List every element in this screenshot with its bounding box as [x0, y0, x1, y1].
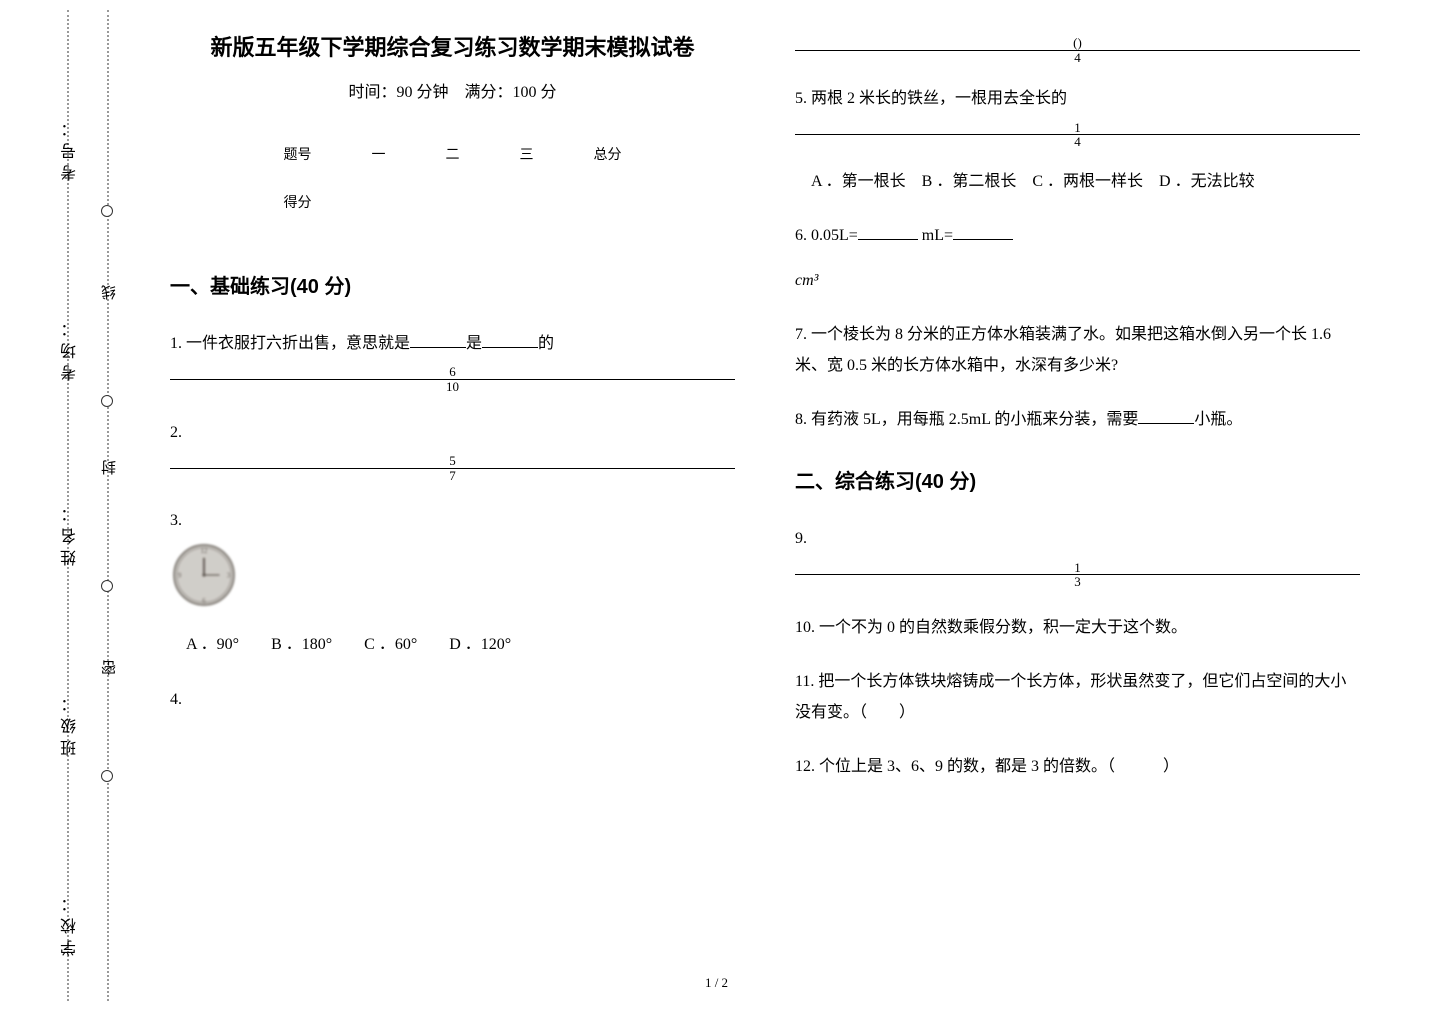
blank: [410, 332, 466, 348]
q8-pre: 8. 有药液 5L，用每瓶 2.5mL 的小瓶来分装，需要: [795, 411, 1138, 428]
content-columns: 新版五年级下学期综合复习练习数学期末模拟试卷 时间：90 分钟 满分：100 分…: [170, 30, 1360, 807]
blank: [482, 332, 538, 348]
table-row: 得分: [254, 178, 652, 226]
q1-text-mid: 是: [466, 335, 482, 352]
question-11: 11. 把一个长方体铁块熔铸成一个长方体，形状虽然变了，但它们占空间的大小没有变…: [795, 667, 1360, 728]
fraction-num: 6: [170, 365, 735, 380]
q2-label: 2.: [170, 424, 182, 441]
q6-unit: cm³: [795, 266, 1360, 296]
fraction-den: 3: [795, 575, 1360, 589]
question-9: 9. 1 3: [795, 524, 1360, 589]
score-table: 题号 一 二 三 总分 得分: [254, 130, 652, 226]
clock-figure: 12 3 6 9: [170, 541, 735, 620]
table-row: 题号 一 二 三 总分: [254, 130, 652, 178]
q5-options: A ．第一根长 B ．第二根长 C ．两根一样长 D ．无法比较: [795, 167, 1360, 197]
q6-mid: mL=: [918, 227, 953, 244]
dotted-line-inner: [107, 10, 109, 1001]
q9-label: 9.: [795, 530, 807, 547]
fraction-den: 7: [170, 469, 735, 483]
th-col3: 三: [490, 130, 564, 178]
seal-char-secret: 密: [99, 660, 120, 675]
question-3: 3. 12 3 6 9 A ．90° B ．180° C ．60° D ．120…: [170, 506, 735, 660]
blank: [1138, 408, 1194, 424]
margin-label-name: 姓名：: [59, 500, 83, 566]
question-1: 1. 一件衣服打六折出售，意思就是 是 的 6 10: [170, 329, 735, 394]
th-total: 总分: [564, 130, 652, 178]
fraction-num: 1: [795, 561, 1360, 576]
svg-text:3: 3: [227, 572, 231, 579]
th-label: 题号: [254, 130, 342, 178]
fraction-den: 4: [795, 51, 1360, 65]
exam-title: 新版五年级下学期综合复习练习数学期末模拟试卷: [170, 30, 735, 62]
section-heading-1: 一、基础练习(40 分): [170, 270, 735, 299]
margin-circle: [101, 580, 113, 592]
fraction-den: 4: [795, 135, 1360, 149]
fraction-num: 5: [170, 454, 735, 469]
fraction: 6 10: [170, 365, 735, 393]
seal-char-line: 线: [99, 285, 120, 300]
fraction-num: 1: [795, 121, 1360, 136]
blank: [858, 224, 918, 240]
q1-text-pre: 1. 一件衣服打六折出售，意思就是: [170, 335, 410, 352]
exam-subtitle: 时间：90 分钟 满分：100 分: [170, 78, 735, 102]
blank: [953, 224, 1013, 240]
question-7: 7. 一个棱长为 8 分米的正方体水箱装满了水。如果把这箱水倒入另一个长 1.6…: [795, 320, 1360, 381]
question-4: 4.: [170, 685, 735, 715]
svg-text:12: 12: [201, 548, 208, 555]
question-6: 6. 0.05L= mL= cm³: [795, 221, 1360, 296]
question-12: 12. 个位上是 3、6、9 的数，都是 3 的倍数。（ ）: [795, 752, 1360, 782]
td-score-label: 得分: [254, 178, 342, 226]
fraction-num: (): [795, 36, 1360, 51]
svg-text:6: 6: [202, 598, 206, 605]
question-10: 10. 一个不为 0 的自然数乘假分数，积一定大于这个数。: [795, 613, 1360, 643]
fraction: 1 4: [795, 121, 1360, 149]
svg-text:9: 9: [178, 572, 182, 579]
column-right: () 4 5. 两根 2 米长的铁丝，一根用去全长的 1 4 A ．第一根长 B…: [795, 30, 1360, 807]
margin-label-school: 学校：: [59, 890, 83, 956]
margin-label-exam-id: 考号：: [59, 115, 83, 181]
margin-circle: [101, 770, 113, 782]
column-left: 新版五年级下学期综合复习练习数学期末模拟试卷 时间：90 分钟 满分：100 分…: [170, 30, 735, 807]
fraction: 1 3: [795, 561, 1360, 589]
margin-label-room: 考场：: [59, 315, 83, 381]
q3-options: A ．90° B ．180° C ．60° D ．120°: [170, 630, 735, 660]
th-col2: 二: [416, 130, 490, 178]
q3-label: 3.: [170, 512, 182, 529]
binding-margin: 考号： 线 考场： 封 姓名： 密 班级： 学校：: [35, 0, 155, 1011]
q6-pre: 6. 0.05L=: [795, 227, 858, 244]
section-heading-2: 二、综合练习(40 分): [795, 465, 1360, 494]
clock-icon: 12 3 6 9: [170, 541, 238, 609]
q8-post: 小瓶。: [1194, 411, 1242, 428]
seal-char-seal: 封: [99, 460, 120, 475]
page-number: 1 / 2: [705, 975, 728, 991]
fraction: () 4: [795, 36, 1360, 64]
margin-circle: [101, 395, 113, 407]
q4-label: 4.: [170, 691, 182, 708]
question-8: 8. 有药液 5L，用每瓶 2.5mL 的小瓶来分装，需要 小瓶。: [795, 405, 1360, 435]
question-5: 5. 两根 2 米长的铁丝，一根用去全长的 1 4 A ．第一根长 B ．第二根…: [795, 84, 1360, 197]
margin-label-class: 班级：: [59, 690, 83, 756]
fraction-den: 10: [170, 380, 735, 394]
th-col1: 一: [342, 130, 416, 178]
question-2: 2. 5 7: [170, 418, 735, 483]
margin-circle: [101, 205, 113, 217]
q1-text-post: 的: [538, 335, 554, 352]
q5-text: 5. 两根 2 米长的铁丝，一根用去全长的: [795, 90, 1067, 107]
fraction: 5 7: [170, 454, 735, 482]
